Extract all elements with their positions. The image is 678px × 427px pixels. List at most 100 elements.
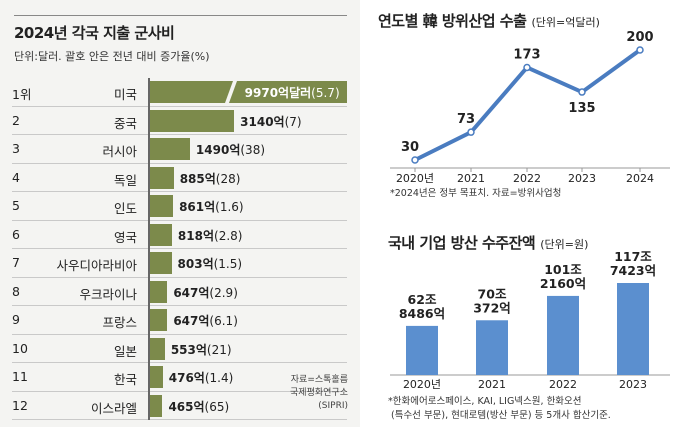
x-tick-label: 2024 (626, 172, 654, 185)
rank: 5 (12, 198, 20, 213)
rank: 10 (12, 340, 28, 356)
bar (150, 195, 174, 217)
value-label: 3140억(7) (240, 113, 301, 130)
table-row: 1위 미국 9970억달러(5.7) (12, 78, 347, 107)
value-label: 647억(6.1) (173, 312, 238, 329)
x-tick-label: 2020년 (396, 172, 434, 185)
table-row: 7 사우디아라비아 803억(1.5) (12, 249, 347, 278)
table-row: 12 이스라엘 465억(65) (12, 392, 347, 420)
value-label: 476억(1.4) (169, 369, 234, 386)
value: 553억 (170, 342, 207, 357)
value: 803억 (177, 257, 214, 271)
table-row: 9 프랑스 647억(6.1) (12, 306, 347, 335)
growth: (6.1) (209, 314, 238, 328)
value: 885억 (179, 171, 216, 186)
table-row: 4 독일 885억(28) (12, 164, 347, 192)
data-label: 73 (457, 112, 475, 127)
growth: (2.8) (214, 228, 243, 243)
value-label: 885억(28) (180, 170, 241, 187)
rank: 3 (12, 141, 20, 156)
chart2-note: *2024년은 정부 목표치. 자료=방위사업청 (390, 188, 562, 199)
data-label: 30 (401, 140, 419, 155)
country-label: 사우디아라비아 (56, 258, 137, 273)
chart1-title: 2024년 각국 지출 군사비 (14, 24, 175, 42)
bar (150, 252, 172, 274)
growth: (1.5) (213, 257, 243, 271)
rank: 9 (12, 312, 20, 327)
x-tick-label: 2021 (457, 172, 485, 185)
table-row: 8 우크라이나 647억(2.9) (12, 278, 347, 306)
data-label: 8486억 (399, 306, 445, 321)
growth: (2.9) (209, 285, 238, 300)
x-tick-label: 2022 (549, 378, 577, 391)
bar (547, 295, 579, 375)
chart3-note-1: *한화에어로스페이스, KAI, LIG넥스원, 한화오션 (388, 396, 582, 407)
value: 9970억달러 (244, 86, 312, 100)
table-row: 11 한국 476억(1.4) (12, 363, 347, 392)
chart2-title: 연도별 韓 방위산업 수출 (378, 12, 527, 30)
country-label: 독일 (113, 172, 137, 188)
rank: 4 (12, 169, 20, 185)
chart1-source: 자료=스톡홀름 국제평화연구소 (SIPRI) (290, 374, 348, 413)
data-label: 2160억 (540, 276, 586, 291)
value-label: 861억(1.6) (179, 198, 244, 215)
value-label: 465억(65) (168, 398, 229, 415)
bar (406, 325, 438, 375)
country-label: 일본 (113, 343, 137, 359)
source-line: 국제평화연구소 (290, 388, 348, 398)
bar (150, 166, 174, 189)
data-label: 70조 (478, 286, 507, 301)
bar (150, 366, 163, 388)
data-point (467, 128, 475, 136)
country-label: 우크라이나 (79, 286, 137, 302)
country-label: 인도 (113, 201, 137, 216)
value: 465억 (168, 399, 205, 414)
table-row: 3 러시아 1490억(38) (12, 135, 347, 164)
country-label: 이스라엘 (90, 400, 137, 416)
chart3-note-2: (특수선 부문), 현대로템(방산 부문) 등 5개사 합산기준. (391, 410, 611, 421)
bar (150, 138, 190, 160)
growth: (28) (215, 171, 241, 186)
country-label: 프랑스 (102, 315, 137, 330)
value-label: 1490억(38) (196, 141, 265, 158)
growth: (1.6) (215, 200, 244, 214)
data-label: 200 (626, 30, 653, 45)
bar (617, 283, 649, 375)
data-point (523, 63, 531, 72)
chart2-header: 연도별 韓 방위산업 수출 (단위=억달러) (378, 10, 600, 31)
axis-line (148, 78, 150, 420)
table-row: 2 중국 3140억(7) (12, 107, 347, 135)
chart2-unit: (단위=억달러) (531, 16, 600, 29)
rank: 1위 (12, 87, 32, 102)
value: 1490억 (195, 143, 241, 157)
rank: 7 (12, 255, 20, 270)
rank: 6 (12, 226, 20, 242)
rank: 11 (12, 369, 28, 384)
chart1-subtitle: 단위:달러. 괄호 안은 전년 대비 증가율(%) (14, 50, 210, 63)
data-point (578, 88, 586, 96)
value-label: 818억(2.8) (178, 227, 243, 244)
growth: (1.4) (204, 371, 234, 385)
bar (150, 337, 165, 360)
chart3-header: 국내 기업 방산 수주잔액 (단위=원) (388, 232, 588, 253)
value: 818억 (177, 228, 215, 243)
value-label: 647억(2.9) (173, 284, 238, 301)
value-label: 803억(1.5) (178, 255, 243, 272)
bar (150, 280, 168, 303)
data-label: 117조 (614, 250, 652, 264)
country-label: 미국 (113, 87, 137, 102)
country-label: 한국 (113, 372, 137, 387)
value: 3140억 (240, 114, 285, 129)
data-label: 62조 (408, 292, 437, 307)
growth: (5.7) (311, 86, 340, 100)
source-line: 자료=스톡홀름 (290, 375, 348, 385)
data-label: 101조 (544, 262, 582, 277)
growth: (38) (240, 143, 266, 157)
data-label: 7423억 (610, 263, 656, 278)
rank: 8 (12, 283, 20, 299)
value-label: 553억(21) (171, 341, 232, 358)
top-rule (14, 15, 347, 16)
country-label: 중국 (113, 115, 137, 131)
country-label: 러시아 (102, 144, 137, 159)
